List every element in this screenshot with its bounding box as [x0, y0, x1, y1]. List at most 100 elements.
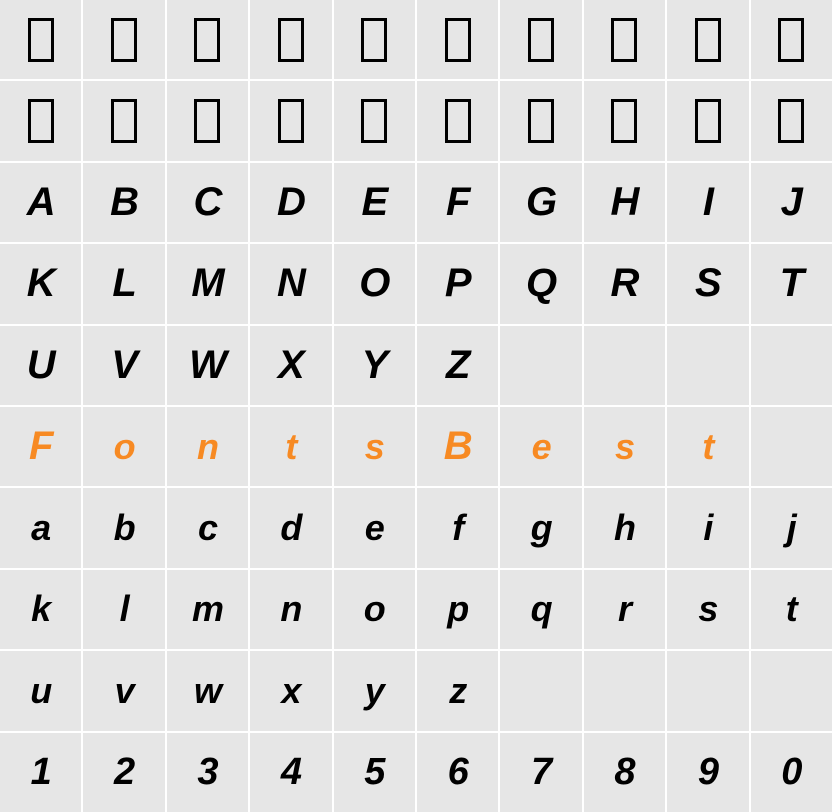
glyph-cell: P: [417, 244, 498, 323]
glyph-cell: B: [417, 407, 498, 486]
glyph-cell: A: [0, 163, 81, 242]
glyph-character: b: [114, 507, 135, 549]
placeholder-glyph-icon: [528, 18, 554, 62]
glyph-cell: F: [0, 407, 81, 486]
glyph-cell: t: [751, 570, 832, 649]
glyph-character: h: [614, 507, 635, 549]
glyph-character: 9: [698, 751, 718, 794]
glyph-cell: C: [167, 163, 248, 242]
placeholder-glyph-icon: [278, 18, 304, 62]
glyph-character: c: [198, 507, 217, 549]
placeholder-glyph-icon: [695, 99, 721, 143]
glyph-cell: [250, 0, 331, 79]
glyph-character: g: [531, 507, 552, 549]
glyph-character: J: [781, 180, 802, 225]
glyph-character: x: [281, 670, 300, 712]
glyph-cell: k: [0, 570, 81, 649]
glyph-cell: F: [417, 163, 498, 242]
glyph-character: Z: [446, 343, 469, 388]
glyph-cell: [667, 651, 748, 730]
glyph-cell: Q: [500, 244, 581, 323]
glyph-cell: S: [667, 244, 748, 323]
glyph-cell: s: [667, 570, 748, 649]
glyph-cell: 1: [0, 733, 81, 812]
glyph-character: j: [787, 507, 796, 549]
glyph-character: s: [365, 426, 384, 468]
glyph-cell: [500, 81, 581, 160]
glyph-character: 1: [31, 751, 51, 794]
glyph-character: f: [452, 507, 463, 549]
glyph-character: q: [531, 588, 552, 630]
glyph-cell: O: [334, 244, 415, 323]
glyph-cell: [751, 651, 832, 730]
placeholder-glyph-icon: [111, 99, 137, 143]
glyph-character: Q: [526, 261, 556, 306]
glyph-cell: r: [584, 570, 665, 649]
glyph-cell: E: [334, 163, 415, 242]
glyph-character: o: [364, 588, 385, 630]
placeholder-glyph-icon: [361, 99, 387, 143]
glyph-cell: e: [500, 407, 581, 486]
glyph-cell: h: [584, 488, 665, 567]
glyph-grid: ABCDEFGHIJKLMNOPQRSTUVWXYZFontsBestabcde…: [0, 0, 832, 812]
glyph-character: F: [29, 424, 52, 469]
glyph-cell: 5: [334, 733, 415, 812]
glyph-character: n: [197, 426, 218, 468]
glyph-cell: R: [584, 244, 665, 323]
placeholder-glyph-icon: [445, 18, 471, 62]
glyph-cell: n: [167, 407, 248, 486]
glyph-cell: L: [83, 244, 164, 323]
glyph-character: T: [780, 261, 803, 306]
glyph-cell: b: [83, 488, 164, 567]
glyph-cell: [667, 326, 748, 405]
glyph-character: A: [27, 180, 55, 225]
glyph-character: N: [277, 261, 305, 306]
glyph-cell: [83, 81, 164, 160]
glyph-cell: e: [334, 488, 415, 567]
glyph-cell: a: [0, 488, 81, 567]
glyph-cell: g: [500, 488, 581, 567]
glyph-cell: [751, 326, 832, 405]
glyph-character: H: [611, 180, 639, 225]
glyph-character: m: [192, 588, 223, 630]
glyph-character: L: [112, 261, 135, 306]
glyph-character: 6: [448, 751, 468, 794]
glyph-cell: [417, 81, 498, 160]
glyph-cell: t: [667, 407, 748, 486]
glyph-character: w: [194, 670, 221, 712]
glyph-character: U: [27, 343, 55, 388]
glyph-cell: T: [751, 244, 832, 323]
glyph-character: n: [280, 588, 301, 630]
glyph-character: E: [361, 180, 387, 225]
glyph-character: 8: [614, 751, 634, 794]
glyph-cell: w: [167, 651, 248, 730]
glyph-character: s: [698, 588, 717, 630]
glyph-character: t: [786, 588, 797, 630]
glyph-cell: H: [584, 163, 665, 242]
glyph-cell: 0: [751, 733, 832, 812]
glyph-character: l: [120, 588, 129, 630]
glyph-cell: 6: [417, 733, 498, 812]
glyph-cell: l: [83, 570, 164, 649]
glyph-cell: [250, 81, 331, 160]
glyph-cell: c: [167, 488, 248, 567]
placeholder-glyph-icon: [611, 99, 637, 143]
glyph-cell: [751, 407, 832, 486]
glyph-cell: x: [250, 651, 331, 730]
glyph-cell: o: [334, 570, 415, 649]
glyph-cell: B: [83, 163, 164, 242]
glyph-character: D: [277, 180, 305, 225]
glyph-character: o: [114, 426, 135, 468]
glyph-cell: j: [751, 488, 832, 567]
glyph-cell: i: [667, 488, 748, 567]
glyph-cell: [751, 81, 832, 160]
placeholder-glyph-icon: [28, 99, 54, 143]
glyph-character: W: [189, 343, 226, 388]
glyph-cell: [584, 81, 665, 160]
glyph-character: I: [703, 180, 713, 225]
glyph-cell: J: [751, 163, 832, 242]
glyph-character: e: [365, 507, 384, 549]
glyph-character: 2: [114, 751, 134, 794]
glyph-cell: [167, 0, 248, 79]
glyph-cell: D: [250, 163, 331, 242]
